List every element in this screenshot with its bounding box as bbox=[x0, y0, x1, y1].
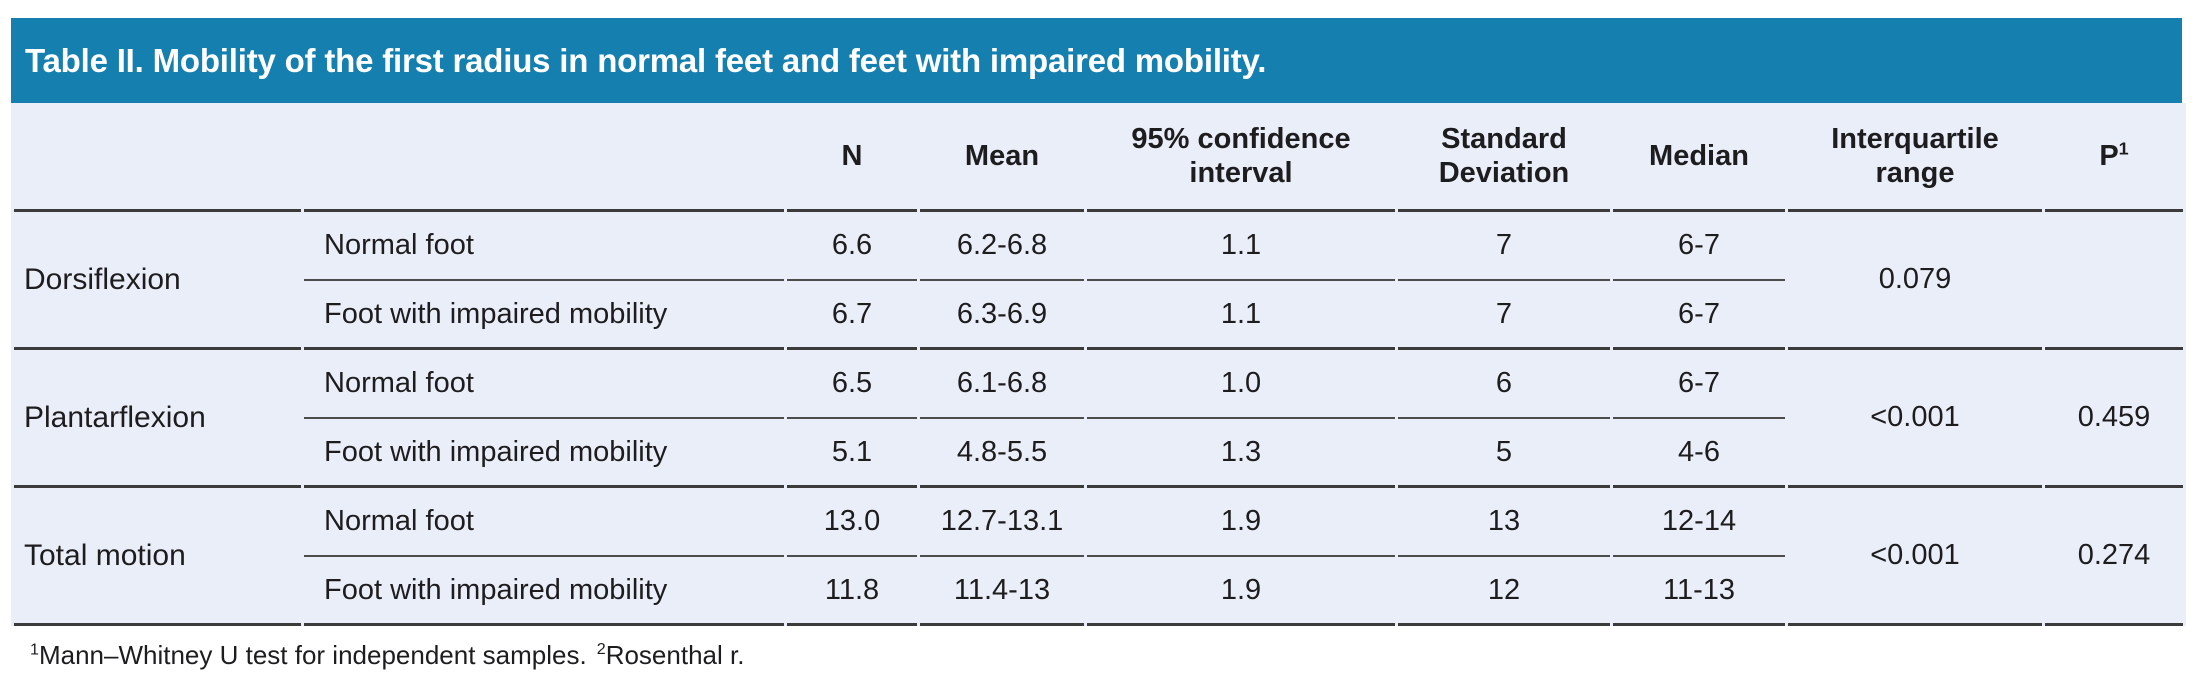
cell-interquartile-range: <0.001 bbox=[1788, 488, 2042, 626]
table-row: Plantarflexion Normal foot 6.5 6.1-6.8 1… bbox=[14, 350, 2183, 488]
footnote-2-superscript: 2 bbox=[596, 640, 606, 659]
condition-cell: Normal foot bbox=[304, 212, 784, 281]
table-footnote: 1Mann–Whitney U test for independent sam… bbox=[30, 640, 2200, 671]
cell-n: 6.5 bbox=[787, 350, 917, 419]
cell-confidence-interval: 1.9 bbox=[1087, 488, 1395, 557]
cell-mean: 6.1-6.8 bbox=[920, 350, 1084, 419]
cell-median: 4-6 bbox=[1613, 419, 1785, 488]
table-row: Foot with impaired mobility 6.7 6.3-6.9 … bbox=[14, 281, 2183, 350]
footnote-1-text: Mann–Whitney U test for independent samp… bbox=[38, 640, 587, 670]
condition-cell: Foot with impaired mobility bbox=[304, 557, 784, 626]
header-confidence-interval: 95% confidence interval bbox=[1087, 103, 1395, 212]
table-body: Dorsiflexion Normal foot 6.6 6.2-6.8 1.1… bbox=[14, 212, 2183, 626]
cell-confidence-interval: 1.9 bbox=[1087, 557, 1395, 626]
header-p: P1 bbox=[2045, 103, 2183, 212]
table-row: Dorsiflexion Normal foot 6.6 6.2-6.8 1.1… bbox=[14, 212, 2183, 350]
header-group bbox=[14, 103, 301, 212]
header-n: N bbox=[787, 103, 917, 212]
header-median: Median bbox=[1613, 103, 1785, 212]
cell-standard-deviation: 7 bbox=[1398, 212, 1610, 281]
cell-confidence-interval: 1.0 bbox=[1087, 350, 1395, 419]
mobility-table: N Mean 95% confidence interval Standard … bbox=[11, 103, 2186, 626]
table-title-bar: Table II. Mobility of the first radius i… bbox=[11, 18, 2182, 103]
header-mean: Mean bbox=[920, 103, 1084, 212]
cell-median: 12-14 bbox=[1613, 488, 1785, 557]
cell-interquartile-range: 0.079 bbox=[1788, 212, 2042, 350]
cell-mean: 4.8-5.5 bbox=[920, 419, 1084, 488]
table-row: Foot with impaired mobility 5.1 4.8-5.5 … bbox=[14, 419, 2183, 488]
cell-mean: 6.3-6.9 bbox=[920, 281, 1084, 350]
cell-confidence-interval: 1.1 bbox=[1087, 281, 1395, 350]
cell-median: 11-13 bbox=[1613, 557, 1785, 626]
header-p-label: P bbox=[2099, 139, 2119, 172]
cell-n: 11.8 bbox=[787, 557, 917, 626]
cell-n: 13.0 bbox=[787, 488, 917, 557]
cell-standard-deviation: 12 bbox=[1398, 557, 1610, 626]
cell-n: 6.7 bbox=[787, 281, 917, 350]
table-row: Foot with impaired mobility 11.8 11.4-13… bbox=[14, 557, 2183, 626]
condition-cell: Normal foot bbox=[304, 488, 784, 557]
footnote-2-text: Rosenthal r. bbox=[605, 640, 745, 670]
cell-confidence-interval: 1.3 bbox=[1087, 419, 1395, 488]
cell-n: 6.6 bbox=[787, 212, 917, 281]
footnote-1-superscript: 1 bbox=[30, 640, 39, 659]
cell-p: 0.459 bbox=[2045, 350, 2183, 488]
group-label-plantarflexion: Plantarflexion bbox=[14, 350, 301, 488]
header-p-superscript: 1 bbox=[2118, 138, 2129, 159]
header-standard-deviation: Standard Deviation bbox=[1398, 103, 1610, 212]
cell-n: 5.1 bbox=[787, 419, 917, 488]
group-label-dorsiflexion: Dorsiflexion bbox=[14, 212, 301, 350]
header-row: N Mean 95% confidence interval Standard … bbox=[14, 103, 2183, 212]
cell-mean: 11.4-13 bbox=[920, 557, 1084, 626]
table-header: N Mean 95% confidence interval Standard … bbox=[14, 103, 2183, 212]
page-frame: Table II. Mobility of the first radius i… bbox=[11, 18, 2200, 671]
header-interquartile-range: Interquartile range bbox=[1788, 103, 2042, 212]
cell-standard-deviation: 5 bbox=[1398, 419, 1610, 488]
cell-standard-deviation: 7 bbox=[1398, 281, 1610, 350]
group-label-total-motion: Total motion bbox=[14, 488, 301, 626]
table-row: Total motion Normal foot 13.0 12.7-13.1 … bbox=[14, 488, 2183, 626]
cell-standard-deviation: 6 bbox=[1398, 350, 1610, 419]
condition-cell: Normal foot bbox=[304, 350, 784, 419]
cell-median: 6-7 bbox=[1613, 350, 1785, 419]
cell-confidence-interval: 1.1 bbox=[1087, 212, 1395, 281]
condition-cell: Foot with impaired mobility bbox=[304, 419, 784, 488]
cell-p bbox=[2045, 212, 2183, 350]
cell-standard-deviation: 13 bbox=[1398, 488, 1610, 557]
condition-cell: Foot with impaired mobility bbox=[304, 281, 784, 350]
cell-median: 6-7 bbox=[1613, 212, 1785, 281]
cell-mean: 12.7-13.1 bbox=[920, 488, 1084, 557]
cell-interquartile-range: <0.001 bbox=[1788, 350, 2042, 488]
cell-mean: 6.2-6.8 bbox=[920, 212, 1084, 281]
cell-median: 6-7 bbox=[1613, 281, 1785, 350]
table-title: Table II. Mobility of the first radius i… bbox=[25, 41, 1267, 79]
cell-p: 0.274 bbox=[2045, 488, 2183, 626]
header-condition bbox=[304, 103, 784, 212]
